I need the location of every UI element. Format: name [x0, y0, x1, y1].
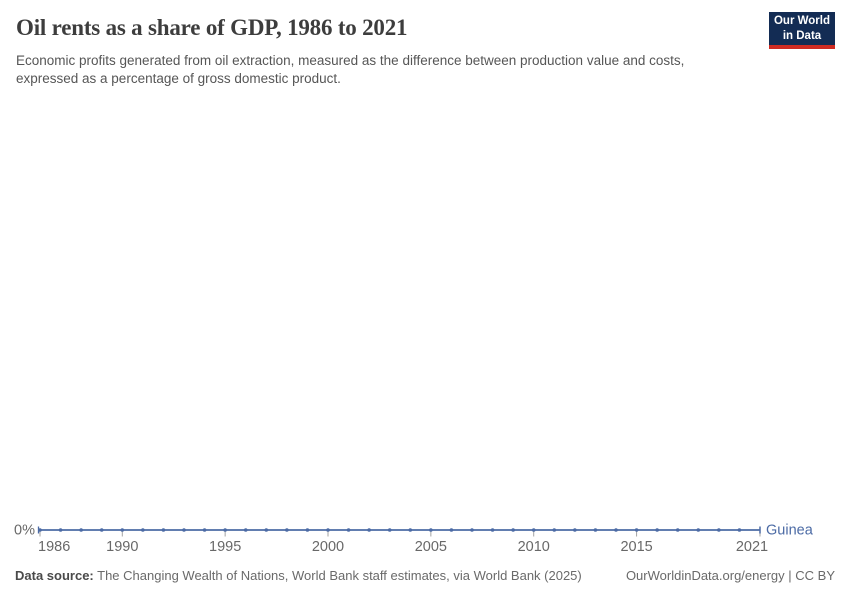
data-point[interactable] — [161, 528, 166, 532]
data-point[interactable] — [614, 528, 618, 532]
data-source-note: Data source: The Changing Wealth of Nati… — [15, 568, 582, 583]
data-point[interactable] — [470, 528, 474, 532]
x-axis-tick-label: 1990 — [106, 539, 138, 555]
data-point[interactable] — [655, 528, 659, 532]
x-axis-tick-label: 2005 — [415, 539, 447, 555]
data-point[interactable] — [593, 528, 598, 532]
x-axis-tick-label: 1995 — [209, 539, 241, 555]
x-axis-tick-label: 2000 — [312, 539, 344, 555]
data-point[interactable] — [387, 528, 392, 532]
data-point[interactable] — [531, 528, 536, 532]
owid-logo-line1: Our World — [773, 15, 830, 28]
chart-footer: Data source: The Changing Wealth of Nati… — [15, 568, 835, 583]
series-label[interactable]: Guinea — [766, 523, 814, 539]
data-point[interactable] — [285, 528, 289, 532]
data-point[interactable] — [99, 528, 104, 532]
data-point[interactable] — [264, 528, 269, 532]
data-point[interactable] — [202, 528, 207, 532]
data-point[interactable] — [511, 528, 515, 532]
attribution-note: OurWorldinData.org/energy | CC BY — [625, 568, 835, 583]
data-source-label: Data source: — [15, 568, 94, 583]
data-point[interactable] — [429, 528, 433, 532]
data-point[interactable] — [38, 528, 42, 532]
data-point[interactable] — [717, 528, 721, 532]
x-axis-tick-label: 2015 — [620, 539, 652, 555]
data-point[interactable] — [552, 528, 557, 532]
x-axis-tick-label: 1986 — [38, 539, 70, 555]
chart-title: Oil rents as a share of GDP, 1986 to 202… — [16, 15, 408, 40]
data-point[interactable] — [79, 528, 83, 532]
data-point[interactable] — [675, 528, 680, 532]
data-source-text: The Changing Wealth of Nations, World Ba… — [93, 568, 582, 583]
data-point[interactable] — [141, 528, 145, 532]
data-point[interactable] — [243, 528, 248, 532]
data-point[interactable] — [223, 528, 227, 532]
data-point[interactable] — [696, 528, 701, 532]
data-point[interactable] — [408, 528, 413, 532]
data-point[interactable] — [58, 528, 63, 532]
data-point[interactable] — [449, 528, 454, 532]
x-axis-tick-label: 2010 — [518, 539, 550, 555]
data-point[interactable] — [346, 528, 351, 532]
data-point[interactable] — [326, 528, 330, 532]
data-point[interactable] — [367, 528, 371, 532]
data-point[interactable] — [634, 528, 639, 532]
line-chart[interactable]: 1986 1990 1995 2000 2005 2010 2015 2021 0% Guinea — [0, 485, 850, 560]
data-point[interactable] — [120, 528, 125, 532]
chart-subtitle: Economic profits generated from oil extr… — [16, 53, 685, 87]
data-point[interactable] — [305, 528, 310, 532]
data-point[interactable] — [490, 528, 495, 532]
data-point[interactable] — [573, 528, 577, 532]
data-point[interactable] — [737, 528, 742, 532]
x-axis-tick-label: 2021 — [736, 539, 768, 555]
data-point[interactable] — [182, 528, 186, 532]
owid-logo[interactable]: Our World in Data — [769, 12, 835, 49]
y-axis-tick-label: 0% — [14, 523, 35, 539]
owid-logo-line2: in Data — [782, 29, 822, 42]
